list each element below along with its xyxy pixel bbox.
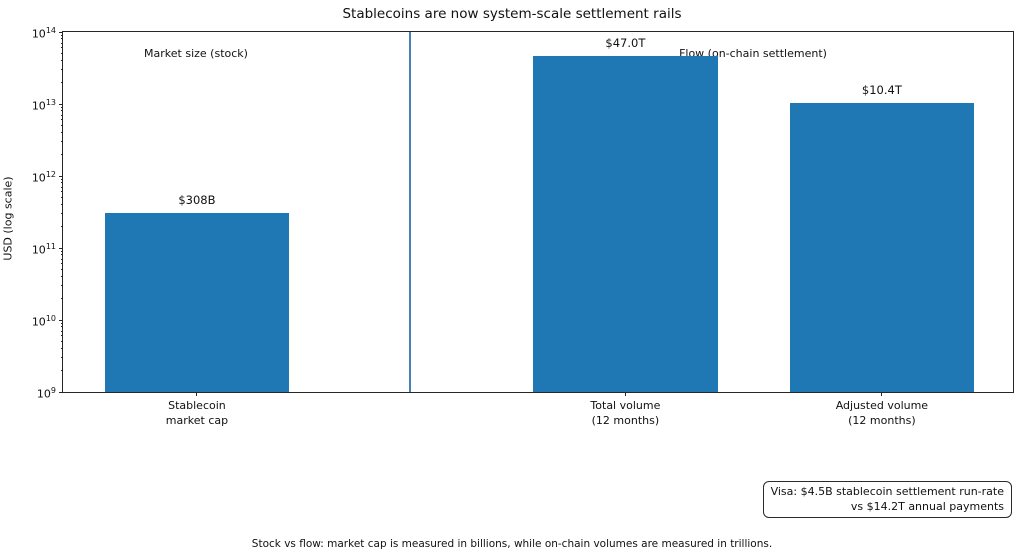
y-minor-tick-mark (60, 322, 63, 324)
y-tick-label-14: 1014 (31, 26, 56, 41)
y-minor-tick-mark (60, 213, 63, 215)
y-minor-tick-mark (60, 42, 63, 44)
y-minor-tick-mark (60, 53, 63, 55)
visa-note-line2: vs $14.2T annual payments (850, 499, 1004, 513)
y-minor-tick-mark (60, 297, 63, 299)
y-minor-tick-mark (60, 119, 63, 121)
y-tick-label-10: 1010 (31, 314, 56, 329)
y-minor-tick-mark (60, 34, 63, 36)
y-minor-tick-mark (60, 258, 63, 260)
y-minor-tick-mark (60, 250, 63, 252)
y-minor-tick-mark (60, 60, 63, 62)
y-minor-tick-mark (60, 263, 63, 265)
y-tick-mark-12 (59, 175, 63, 177)
bar-0 (104, 212, 290, 392)
y-minor-tick-mark (60, 225, 63, 227)
y-minor-tick-mark (60, 182, 63, 184)
y-minor-tick-mark (60, 191, 63, 193)
bar-value-label-0: $308B (178, 192, 216, 207)
bar-1 (533, 55, 718, 392)
y-minor-tick-mark (60, 125, 63, 127)
annotation-market-size-stock: Market size (stock) (144, 47, 248, 60)
y-minor-tick-mark (60, 254, 63, 256)
x-tick-mark-1 (624, 392, 626, 396)
y-minor-tick-mark (60, 186, 63, 188)
stock-flow-divider-line (409, 32, 411, 392)
y-minor-tick-mark (60, 81, 63, 83)
y-tick-mark-13 (59, 103, 63, 105)
bar-2 (789, 102, 975, 392)
y-minor-tick-mark (60, 269, 63, 271)
visa-note-box: Visa: $4.5B stablecoin settlement run-ra… (762, 481, 1012, 518)
figure-caption: Stock vs flow: market cap is measured in… (251, 538, 773, 550)
x-tick-mark-2 (881, 392, 883, 396)
y-minor-tick-mark (60, 132, 63, 134)
y-minor-tick-mark (60, 369, 63, 371)
x-tick-label-1: Total volume (12 months) (590, 399, 661, 427)
y-minor-tick-mark (60, 178, 63, 180)
visa-note-line1: Visa: $4.5B stablecoin settlement run-ra… (770, 485, 1004, 498)
y-minor-tick-mark (60, 197, 63, 199)
y-minor-tick-mark (60, 69, 63, 71)
y-minor-tick-mark (60, 348, 63, 350)
y-minor-tick-mark (60, 285, 63, 287)
y-tick-label-12: 1012 (31, 170, 56, 185)
y-minor-tick-mark (60, 341, 63, 343)
y-tick-label-11: 1011 (31, 242, 56, 257)
plot-area: Market size (stock) Flow (on-chain settl… (62, 31, 1014, 393)
y-minor-tick-mark (60, 326, 63, 328)
bar-value-label-2: $10.4T (861, 82, 902, 97)
y-tick-mark-10 (59, 319, 63, 321)
x-tick-mark-0 (196, 392, 198, 396)
x-tick-label-2: Adjusted volume (12 months) (835, 399, 929, 427)
y-minor-tick-mark (60, 357, 63, 359)
x-tick-label-0: Stablecoin market cap (165, 399, 229, 427)
y-minor-tick-mark (60, 106, 63, 108)
y-minor-tick-mark (60, 204, 63, 206)
y-minor-tick-mark (60, 114, 63, 116)
y-tick-mark-9 (59, 391, 63, 393)
y-minor-tick-mark (60, 153, 63, 155)
y-minor-tick-mark (60, 335, 63, 337)
bar-value-label-1: $47.0T (605, 35, 646, 50)
y-minor-tick-mark (60, 47, 63, 49)
y-tick-mark-11 (59, 247, 63, 249)
y-minor-tick-mark (60, 141, 63, 143)
y-tick-mark-14 (59, 31, 63, 33)
y-minor-tick-mark (60, 276, 63, 278)
y-minor-tick-mark (60, 110, 63, 112)
y-minor-tick-mark (60, 38, 63, 40)
chart-title: Stablecoins are now system-scale settlem… (342, 6, 682, 22)
y-tick-label-9: 109 (36, 386, 56, 401)
y-tick-label-13: 1013 (31, 98, 56, 113)
y-minor-tick-mark (60, 330, 63, 332)
